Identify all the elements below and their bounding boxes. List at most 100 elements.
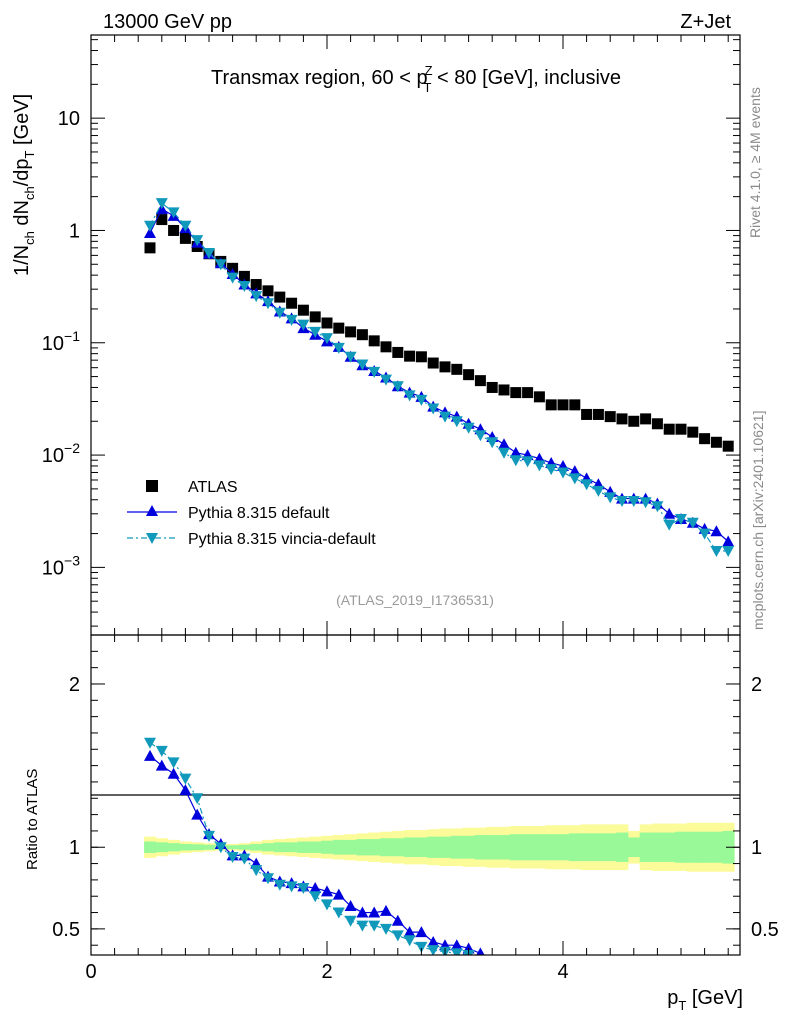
ratio-band-inner-bin	[686, 831, 700, 863]
atlas-data-point	[616, 413, 628, 425]
atlas-data-point	[663, 423, 675, 435]
ratio-vincia-point	[380, 923, 392, 935]
vincia-data-point	[309, 326, 322, 338]
vincia-data-point	[380, 374, 392, 386]
vincia-data-point	[592, 485, 605, 497]
ratio-band-inner-bin	[297, 841, 310, 853]
vincia-data-point	[686, 517, 699, 529]
ratio-band-inner-bin	[568, 833, 582, 862]
legend-label-vincia: Pythia 8.315 vincia-default	[188, 531, 376, 548]
main-panel: 10−3 10−2 10−1 1 10 Transmax region, 60 < pZ…	[11, 34, 741, 636]
vincia-data-point	[663, 519, 676, 531]
main-ylabel: 1/Nch dNch/dpT [GeV]	[11, 94, 37, 276]
vincia-data-point	[627, 496, 640, 508]
ratio-default-point	[167, 767, 180, 779]
vincia-data-point	[450, 416, 463, 428]
atlas-data-point	[604, 411, 616, 423]
vincia-data-point	[250, 291, 263, 303]
ratio-vincia-point	[144, 737, 156, 749]
ratio-default-point	[179, 784, 192, 796]
ratio-default-point	[368, 906, 381, 918]
ratio-band-inner-bin	[627, 837, 641, 858]
ratio-y-tick-label-right: 0.5	[751, 919, 779, 941]
ratio-vincia-point	[297, 883, 310, 895]
ratio-y-tick-label-left: 0.5	[52, 919, 80, 941]
atlas-data-point	[345, 326, 357, 338]
atlas-data-point	[274, 291, 286, 303]
ratio-vincia-point	[155, 745, 168, 757]
atlas-data-point	[404, 350, 416, 362]
vincia-data-point	[391, 381, 404, 393]
ratio-band-inner-bin	[439, 836, 452, 858]
legend: ATLAS Pythia 8.315 default Pythia 8.315 …	[127, 479, 376, 548]
ratio-default-point	[476, 947, 485, 955]
main-marks	[144, 198, 735, 557]
ratio-vincia-point	[391, 930, 404, 942]
ratio-default-point	[391, 914, 404, 926]
atlas-data-point	[722, 440, 734, 452]
atlas-data-point	[262, 285, 274, 297]
ratio-band-inner-bin	[663, 832, 676, 862]
ratio-x-tick-label: 0	[85, 961, 96, 983]
vincia-data-point	[356, 359, 369, 371]
ratio-default-point	[380, 904, 392, 916]
ratio-band-inner-bin	[309, 841, 322, 853]
ratio-vincia-point	[332, 907, 345, 919]
ratio-default-point	[415, 926, 428, 938]
main-y-tick-label: 10	[58, 108, 80, 130]
ratio-band-inner-bin	[179, 843, 192, 851]
vincia-data-point	[557, 467, 569, 479]
vincia-data-point	[155, 198, 168, 210]
ratio-band-inner-bin	[191, 844, 204, 851]
ratio-default-point	[144, 749, 156, 761]
atlas-data-point	[250, 279, 262, 291]
ratio-vincia-point	[203, 830, 215, 842]
vincia-data-point	[675, 513, 687, 525]
ratio-vincia-point	[273, 879, 286, 891]
ratio-band-inner-bin	[321, 840, 334, 854]
atlas-data-point	[651, 418, 663, 430]
atlas-data-point	[451, 363, 463, 375]
ratio-y-tick-label-left: 2	[69, 674, 80, 696]
ratio-vincia-point	[179, 773, 192, 785]
ratio-band-inner-bin	[651, 832, 664, 862]
vincia-data-point	[262, 298, 274, 310]
legend-label-atlas: ATLAS	[188, 479, 238, 496]
atlas-data-point	[368, 335, 380, 347]
ratio-vincia-point	[214, 842, 227, 854]
atlas-data-point	[392, 346, 404, 358]
vincia-data-point	[498, 447, 510, 459]
atlas-data-point	[592, 408, 604, 420]
ratio-vincia-point	[344, 915, 357, 927]
vincia-data-point	[533, 460, 546, 472]
ratio-frame	[90, 634, 741, 956]
default-data-point	[710, 525, 723, 537]
atlas-data-point	[144, 242, 156, 254]
vincia-data-point	[580, 479, 593, 491]
vincia-data-point	[521, 456, 534, 468]
ratio-band-inner-bin	[604, 833, 617, 862]
default-data-point	[498, 438, 510, 450]
vincia-data-point	[604, 492, 617, 504]
atlas-data-point	[168, 224, 180, 236]
ratio-ticks: 0.5 0.5 1 1 2 2 0 2 4	[52, 635, 779, 983]
atlas-data-point	[569, 399, 581, 411]
ratio-vincia-point	[403, 935, 416, 947]
atlas-data-point	[439, 361, 451, 373]
atlas-data-point	[156, 214, 168, 226]
ratio-band-inner-bin	[639, 832, 652, 862]
ratio-y-tick-label-right: 1	[751, 837, 762, 859]
mcplots-label: mcplots.cern.ch [arXiv:2401.10621]	[750, 411, 766, 630]
ratio-x-tick-label: 2	[321, 961, 332, 983]
ratio-y-tick-label-right: 2	[751, 674, 762, 696]
vincia-data-point	[698, 528, 711, 540]
atlas-data-point	[557, 399, 569, 411]
ratio-vincia-point	[321, 899, 333, 911]
ratio-vincia-point	[250, 865, 263, 877]
default-data-point	[722, 535, 735, 547]
default-data-point	[509, 446, 522, 458]
ratio-band-inner-bin	[710, 831, 723, 863]
vincia-data-point	[427, 403, 440, 415]
svg-text:1/Nch dNch/dpT [GeV]: 1/Nch dNch/dpT [GeV]	[11, 94, 37, 276]
vincia-data-point	[144, 220, 156, 232]
